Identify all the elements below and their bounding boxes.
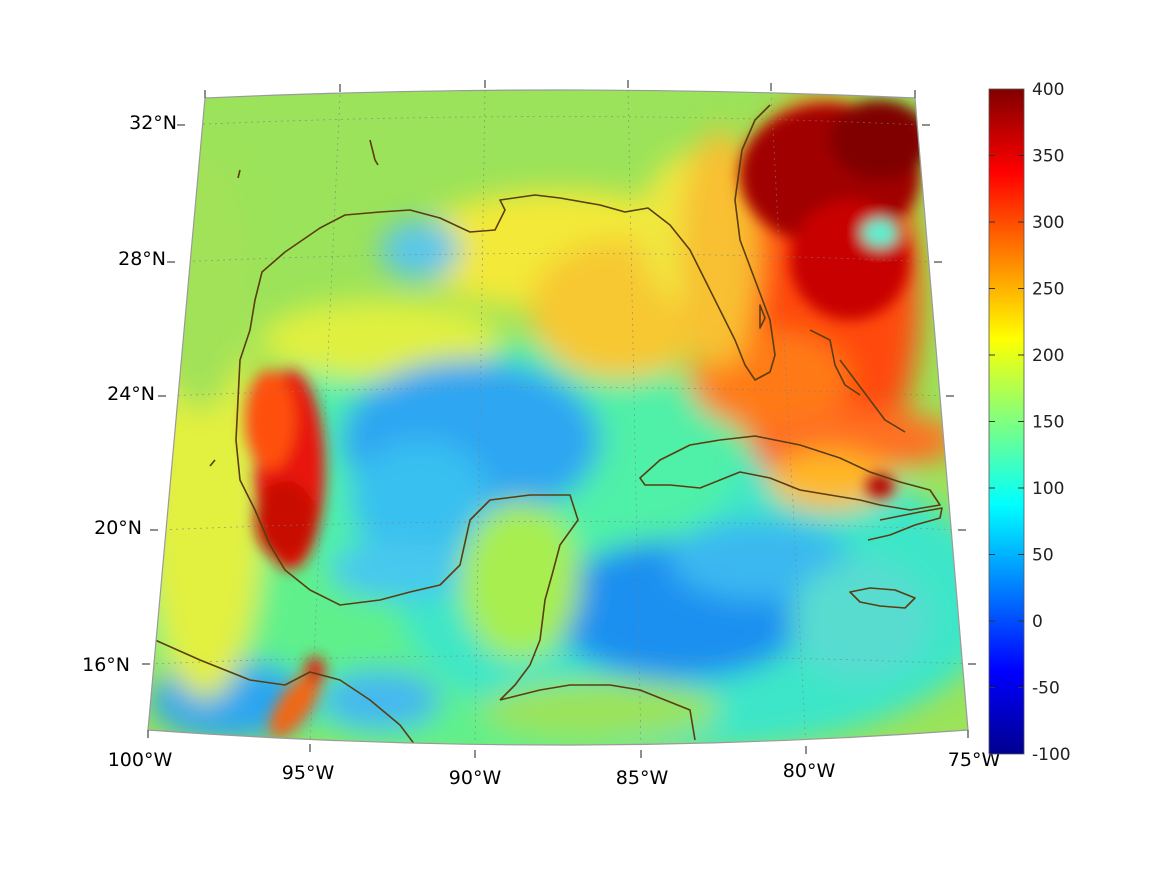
lon-label: 100°W <box>108 749 173 771</box>
lat-label: 32°N <box>129 112 177 134</box>
colorbar-label: 0 <box>1032 612 1043 632</box>
colorbar-label: 150 <box>1032 413 1064 433</box>
latitude-labels: 16°N 20°N 24°N 28°N 32°N <box>82 112 177 676</box>
colorbar-label: 200 <box>1032 346 1064 366</box>
colorbar-label: 50 <box>1032 546 1054 566</box>
tick-marks <box>142 80 976 758</box>
lon-label: 90°W <box>449 767 502 789</box>
colorbar-label: -50 <box>1032 679 1060 699</box>
lon-label: 80°W <box>783 760 836 782</box>
lat-label: 28°N <box>118 248 166 270</box>
lat-label: 24°N <box>107 383 155 405</box>
colorbar-label: 400 <box>1032 80 1064 100</box>
coastline <box>154 104 943 745</box>
lon-label: 75°W <box>948 749 1001 771</box>
lon-label: 85°W <box>616 767 669 789</box>
lon-label: 95°W <box>282 762 335 784</box>
map-frame <box>147 89 969 746</box>
graticule-grid <box>149 90 968 745</box>
colorbar-labels: 400 350 300 250 200 150 100 50 0 -50 -100 <box>1032 80 1071 765</box>
colorbar-label: -100 <box>1032 745 1071 765</box>
colorbar-label: 100 <box>1032 479 1064 499</box>
longitude-labels: 100°W 95°W 90°W 85°W 80°W 75°W <box>108 749 1001 789</box>
lat-label: 20°N <box>94 517 142 539</box>
colorbar-label: 250 <box>1032 280 1064 300</box>
lat-label: 16°N <box>82 654 130 676</box>
data-field <box>148 90 968 745</box>
colorbar-label: 350 <box>1032 147 1064 167</box>
colorbar-label: 300 <box>1032 213 1064 233</box>
colorbar: 400 350 300 250 200 150 100 50 0 -50 -100 <box>988 80 1071 765</box>
colorbar-ticks <box>989 155 1024 688</box>
